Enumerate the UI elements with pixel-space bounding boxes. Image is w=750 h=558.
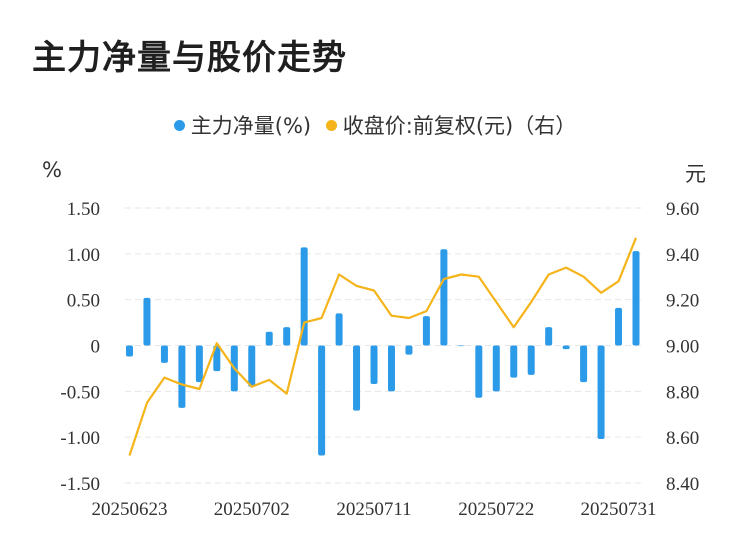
left-tick-label: 0.50 [67, 291, 100, 312]
net-volume-bar[interactable] [632, 251, 640, 346]
net-volume-bar[interactable] [597, 345, 605, 440]
chart-title: 主力净量与股价走势 [32, 38, 347, 78]
left-tick-label: 1.00 [67, 245, 100, 266]
legend-item-net-volume[interactable]: 主力净量(%) [173, 110, 312, 140]
right-tick-label: 8.40 [666, 474, 699, 495]
net-volume-bar[interactable] [615, 307, 623, 346]
line-series [128, 237, 638, 456]
net-volume-bar[interactable] [318, 345, 326, 456]
left-tick-label: -1.50 [60, 474, 100, 495]
right-tick-label: 9.20 [666, 291, 699, 312]
right-tick-label: 9.40 [666, 245, 699, 266]
net-volume-bar[interactable] [370, 345, 378, 385]
x-tick-label: 20250623 [92, 499, 168, 520]
legend-dot-yellow-icon [325, 119, 337, 131]
net-volume-bar[interactable] [213, 345, 221, 372]
net-volume-bar[interactable] [195, 345, 203, 383]
net-volume-bar[interactable] [440, 249, 448, 346]
net-volume-bar[interactable] [143, 297, 151, 346]
net-volume-bar[interactable] [475, 345, 483, 398]
net-volume-bar[interactable] [300, 247, 308, 346]
left-axis-unit: % [42, 158, 62, 182]
x-tick-label: 20250722 [458, 499, 534, 520]
left-tick-label: -0.50 [60, 382, 100, 403]
net-volume-bar[interactable] [527, 345, 535, 375]
net-volume-bar[interactable] [457, 345, 465, 347]
legend-label-net-volume: 主力净量(%) [190, 114, 312, 138]
net-volume-bar[interactable] [265, 331, 273, 346]
left-tick-label: 0 [91, 337, 101, 358]
x-tick-label: 20250731 [581, 499, 657, 520]
x-tick-label: 20250711 [336, 499, 411, 520]
right-axis-unit: 元 [685, 162, 706, 186]
net-volume-bar[interactable] [126, 345, 133, 357]
net-volume-bar[interactable] [248, 345, 256, 387]
close-price-line[interactable] [128, 237, 638, 456]
right-tick-label: 9.00 [666, 337, 699, 358]
net-volume-bar[interactable] [387, 345, 395, 392]
net-volume-bar[interactable] [510, 345, 518, 378]
net-volume-bar[interactable] [492, 345, 500, 392]
net-volume-bar[interactable] [405, 345, 413, 355]
net-volume-bar[interactable] [283, 327, 291, 346]
net-volume-bar[interactable] [580, 345, 588, 383]
right-tick-label: 9.60 [666, 199, 699, 220]
legend-item-close-price[interactable]: 收盘价:前复权(元)（右） [325, 110, 577, 140]
net-volume-bar[interactable] [160, 345, 168, 363]
right-tick-label: 8.80 [666, 382, 699, 403]
legend-label-close-price: 收盘价:前复权(元)（右） [342, 114, 577, 138]
net-volume-bar[interactable] [562, 345, 570, 350]
net-volume-bar[interactable] [178, 345, 186, 408]
net-volume-bar[interactable] [545, 327, 553, 346]
net-volume-bar[interactable] [353, 345, 361, 411]
bar-series [126, 247, 640, 456]
left-tick-label: -1.00 [60, 428, 100, 449]
net-volume-bar[interactable] [422, 316, 430, 346]
legend: 主力净量(%) 收盘价:前复权(元)（右） [0, 110, 750, 140]
left-tick-label: 1.50 [67, 199, 100, 220]
net-volume-bar[interactable] [335, 313, 343, 346]
right-tick-label: 8.60 [666, 428, 699, 449]
axis-ticks: 1.50 1.00 0.50 0 -0.50 -1.00 -1.50 9.60 9.40 9.20… [60, 199, 699, 520]
legend-dot-blue-icon [173, 119, 185, 131]
gridlines [125, 207, 643, 484]
x-tick-label: 20250702 [214, 499, 290, 520]
